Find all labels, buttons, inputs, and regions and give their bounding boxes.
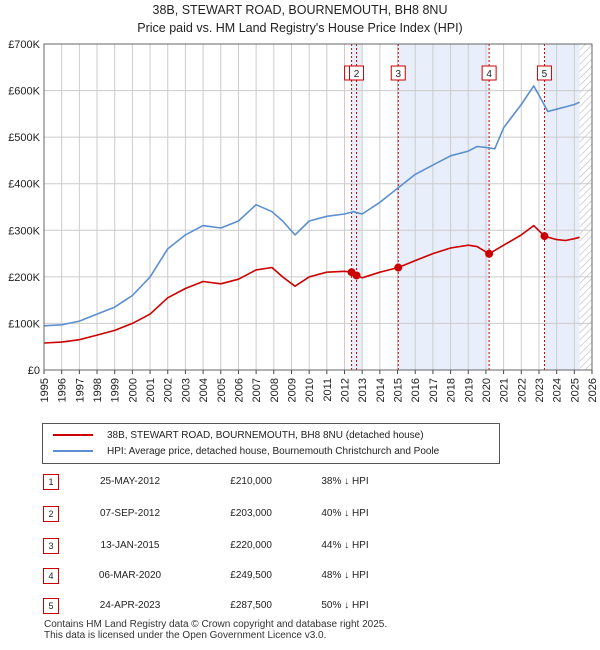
x-tick-label: 2020 — [481, 378, 493, 402]
x-tick-label: 2017 — [428, 378, 440, 402]
x-tick-label: 2012 — [340, 378, 352, 402]
table-row: 2 07-SEP-2012 £203,000 40% ↓ HPI — [0, 504, 600, 524]
footer-copyright: Contains HM Land Registry data © Crown c… — [44, 619, 388, 630]
x-tick-label: 2025 — [569, 378, 581, 402]
sale-price: £203,000 — [230, 508, 272, 519]
x-tick-label: 2015 — [393, 378, 405, 402]
legend-item-property: 38B, STEWART ROAD, BOURNEMOUTH, BH8 8NU … — [53, 428, 424, 442]
y-tick-label: £200K — [8, 272, 40, 284]
sale-hpi-diff: 48% ↓ HPI — [321, 570, 369, 581]
plot-frame — [43, 43, 593, 371]
chart-title: 38B, STEWART ROAD, BOURNEMOUTH, BH8 8NU — [152, 3, 448, 17]
property-line — [43, 224, 580, 344]
x-tick-label: 2022 — [516, 378, 528, 402]
x-tick-label: 2013 — [357, 378, 369, 402]
legend: 38B, STEWART ROAD, BOURNEMOUTH, BH8 8NU … — [42, 423, 500, 464]
sale-label-box — [349, 65, 365, 81]
hpi-line — [43, 85, 580, 327]
x-tick-label: 1997 — [74, 378, 86, 402]
sale-hpi-diff: 40% ↓ HPI — [321, 508, 369, 519]
x-tick-label: 2007 — [251, 378, 263, 402]
legend-item-hpi: HPI: Average price, detached house, Bour… — [53, 444, 439, 458]
sale-date: 25-MAY-2012 — [99, 476, 161, 487]
footer-licence: This data is licensed under the Open Gov… — [44, 630, 327, 641]
table-row: 5 24-APR-2023 £287,500 50% ↓ HPI — [0, 596, 600, 616]
table-row: 1 25-MAY-2012 £210,000 38% ↓ HPI — [0, 472, 600, 492]
x-tick-label: 2000 — [127, 378, 139, 402]
x-tick-label: 2018 — [446, 378, 458, 402]
sale-price: £249,500 — [230, 570, 272, 581]
x-tick-label: 2004 — [198, 378, 210, 402]
sale-point — [540, 232, 549, 241]
sale-point — [394, 263, 403, 272]
x-tick-label: 2023 — [534, 378, 546, 402]
price-chart: 12345 £0£100K£200K£300K£400K£500K£600K£7… — [8, 39, 599, 402]
x-tick-label: 2003 — [180, 378, 192, 402]
sale-label-box — [390, 65, 406, 81]
sale-hpi-diff: 44% ↓ HPI — [321, 540, 369, 551]
y-tick-label: £400K — [8, 179, 40, 191]
x-tick-label: 2024 — [552, 378, 564, 402]
x-tick-label: 2010 — [304, 378, 316, 402]
sale-number-badge: 5 — [43, 598, 59, 614]
hatched-region — [579, 44, 592, 370]
shaded-period — [544, 44, 580, 370]
x-tick-label: 2006 — [233, 378, 245, 402]
sale-label-box — [481, 65, 497, 81]
x-tick-label: 2005 — [216, 378, 228, 402]
x-tick-label: 2011 — [322, 378, 334, 402]
x-tick-label: 2002 — [163, 378, 175, 402]
shaded-period — [351, 44, 363, 370]
legend-swatch-property — [53, 434, 93, 436]
sale-label-text: 3 — [395, 69, 401, 80]
x-tick-label: 2021 — [499, 378, 511, 402]
sale-number-badge: 4 — [43, 568, 59, 584]
sale-hpi-diff: 38% ↓ HPI — [321, 476, 369, 487]
chart-subtitle: Price paid vs. HM Land Registry's House … — [137, 21, 463, 35]
y-tick-label: £100K — [8, 318, 40, 330]
sale-price: £220,000 — [230, 540, 272, 551]
y-tick-label: £700K — [8, 39, 40, 51]
legend-label-hpi: HPI: Average price, detached house, Bour… — [107, 445, 440, 457]
x-tick-label: 2019 — [463, 378, 475, 402]
sale-label-text: 5 — [542, 69, 548, 80]
sale-number-badge: 3 — [43, 538, 59, 554]
shaded-period — [398, 44, 490, 370]
x-tick-label: 1996 — [57, 378, 69, 402]
sale-price: £287,500 — [230, 600, 272, 611]
sale-date: 07-SEP-2012 — [99, 508, 161, 519]
sale-date: 06-MAR-2020 — [98, 570, 162, 581]
x-tick-label: 1998 — [92, 378, 104, 402]
sale-number-badge: 1 — [43, 474, 59, 490]
sale-date: 13-JAN-2015 — [100, 540, 160, 551]
x-tick-label: 2016 — [410, 378, 422, 402]
x-tick-label: 2009 — [286, 378, 298, 402]
y-tick-label: £500K — [8, 132, 40, 144]
sale-number-badge: 2 — [43, 506, 59, 522]
sale-point — [352, 271, 361, 280]
footer: Contains HM Land Registry data © Crown c… — [44, 619, 387, 641]
sale-price: £210,000 — [230, 476, 272, 487]
table-row: 4 06-MAR-2020 £249,500 48% ↓ HPI — [0, 566, 600, 586]
sale-hpi-diff: 50% ↓ HPI — [321, 600, 369, 611]
legend-swatch-hpi — [53, 450, 93, 452]
sale-point — [485, 249, 494, 258]
y-tick-label: £600K — [8, 86, 40, 98]
sale-date: 24-APR-2023 — [99, 600, 161, 611]
y-tick-label: £0 — [28, 365, 40, 377]
legend-label-property: 38B, STEWART ROAD, BOURNEMOUTH, BH8 8NU … — [107, 429, 424, 441]
x-tick-label: 2014 — [375, 378, 387, 402]
x-tick-label: 1995 — [39, 378, 51, 402]
sale-label-box — [536, 65, 552, 81]
x-tick-label: 2001 — [145, 378, 157, 402]
y-tick-label: £300K — [8, 225, 40, 237]
x-tick-label: 1999 — [110, 378, 122, 402]
sale-label-text: 4 — [486, 69, 492, 80]
x-tick-label: 2008 — [269, 378, 281, 402]
sale-label-text: 2 — [354, 69, 360, 80]
table-row: 3 13-JAN-2015 £220,000 44% ↓ HPI — [0, 536, 600, 556]
x-tick-label: 2026 — [587, 378, 599, 402]
